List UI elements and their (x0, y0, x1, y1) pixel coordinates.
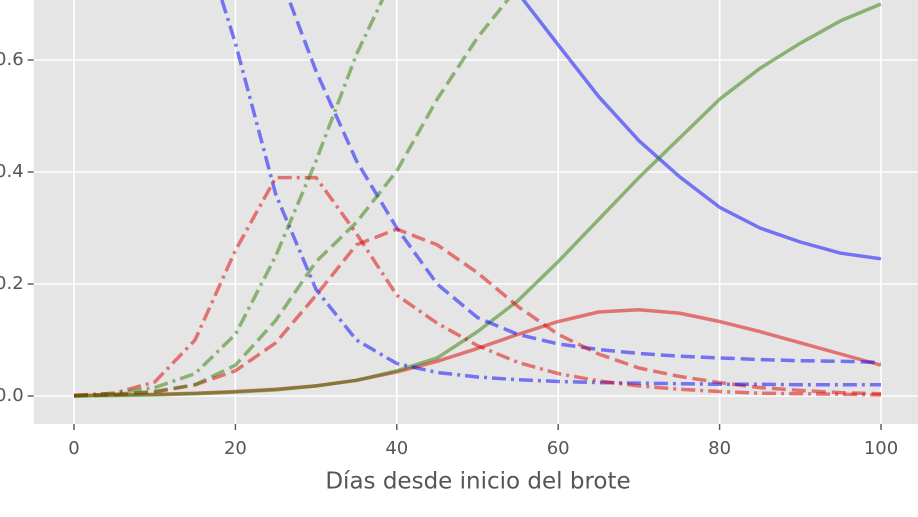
x-tick-label: 20 (224, 438, 247, 459)
y-tick-label: 0.0 (0, 385, 24, 406)
series-line (73, 175, 882, 398)
y-tick-label: 0.4 (0, 161, 24, 182)
x-tick-label: 40 (385, 438, 408, 459)
x-tick-label: 0 (68, 438, 79, 459)
series-line (73, 2, 882, 398)
series-line (220, 0, 881, 387)
x-tick-label: 100 (864, 438, 898, 459)
series-line (73, 0, 385, 398)
y-tick-label: 0.2 (0, 273, 24, 294)
series-line (287, 0, 882, 365)
x-tick-label: 60 (547, 438, 570, 459)
y-tick-label: 0.6 (0, 49, 24, 70)
x-tick-label: 80 (708, 438, 731, 459)
x-axis-label: Días desde inicio del brote (325, 469, 630, 495)
series-line (521, 0, 882, 261)
